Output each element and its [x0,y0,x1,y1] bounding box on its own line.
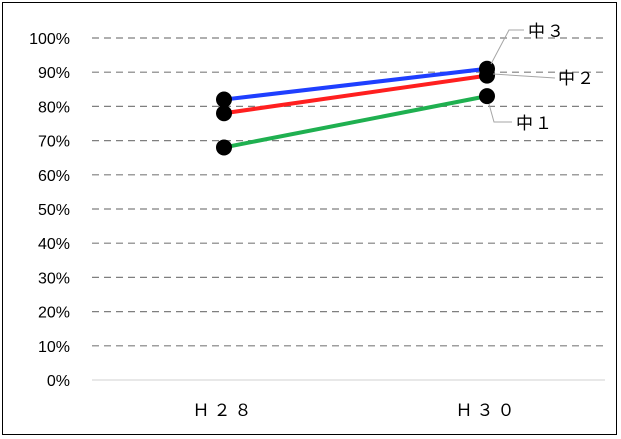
y-tick-label: 40% [38,236,70,253]
data-point-marker [479,88,495,105]
y-tick-label: 80% [38,99,70,116]
x-tick-label: Ｈ２８ [193,401,256,421]
label-leader-line [488,103,512,123]
y-tick-label: 100% [29,31,70,48]
y-axis-tick-labels: 0% 10% 20% 30% 40% 50% 60% 70% 80% 90% 100% [29,31,70,390]
y-tick-label: 30% [38,270,70,287]
y-tick-label: 50% [38,202,70,219]
series-labels: 中３ 中２ 中１ [488,22,596,134]
series-markers [216,60,495,156]
chart-frame [2,2,617,435]
series-label: 中２ [558,69,596,89]
x-axis-tick-labels: Ｈ２８ Ｈ３０ [193,401,519,421]
gridlines [92,37,605,381]
y-tick-label: 10% [38,339,70,356]
data-point-marker [216,105,232,122]
y-tick-label: 60% [38,168,70,185]
series-line [222,94,489,150]
x-tick-label: Ｈ３０ [456,401,519,421]
series-label: 中３ [528,22,566,42]
y-tick-label: 0% [47,373,70,390]
data-point-marker [216,139,232,156]
label-leader-line [490,29,524,65]
y-tick-label: 90% [38,65,70,82]
series-line [222,73,489,116]
label-leader-line [492,73,556,79]
series-line [222,66,489,102]
data-point-marker [479,67,495,84]
y-tick-label: 20% [38,305,70,322]
y-tick-label: 70% [38,134,70,151]
series-lines [222,66,489,150]
data-point-marker [216,91,232,108]
series-label: 中１ [516,114,554,134]
